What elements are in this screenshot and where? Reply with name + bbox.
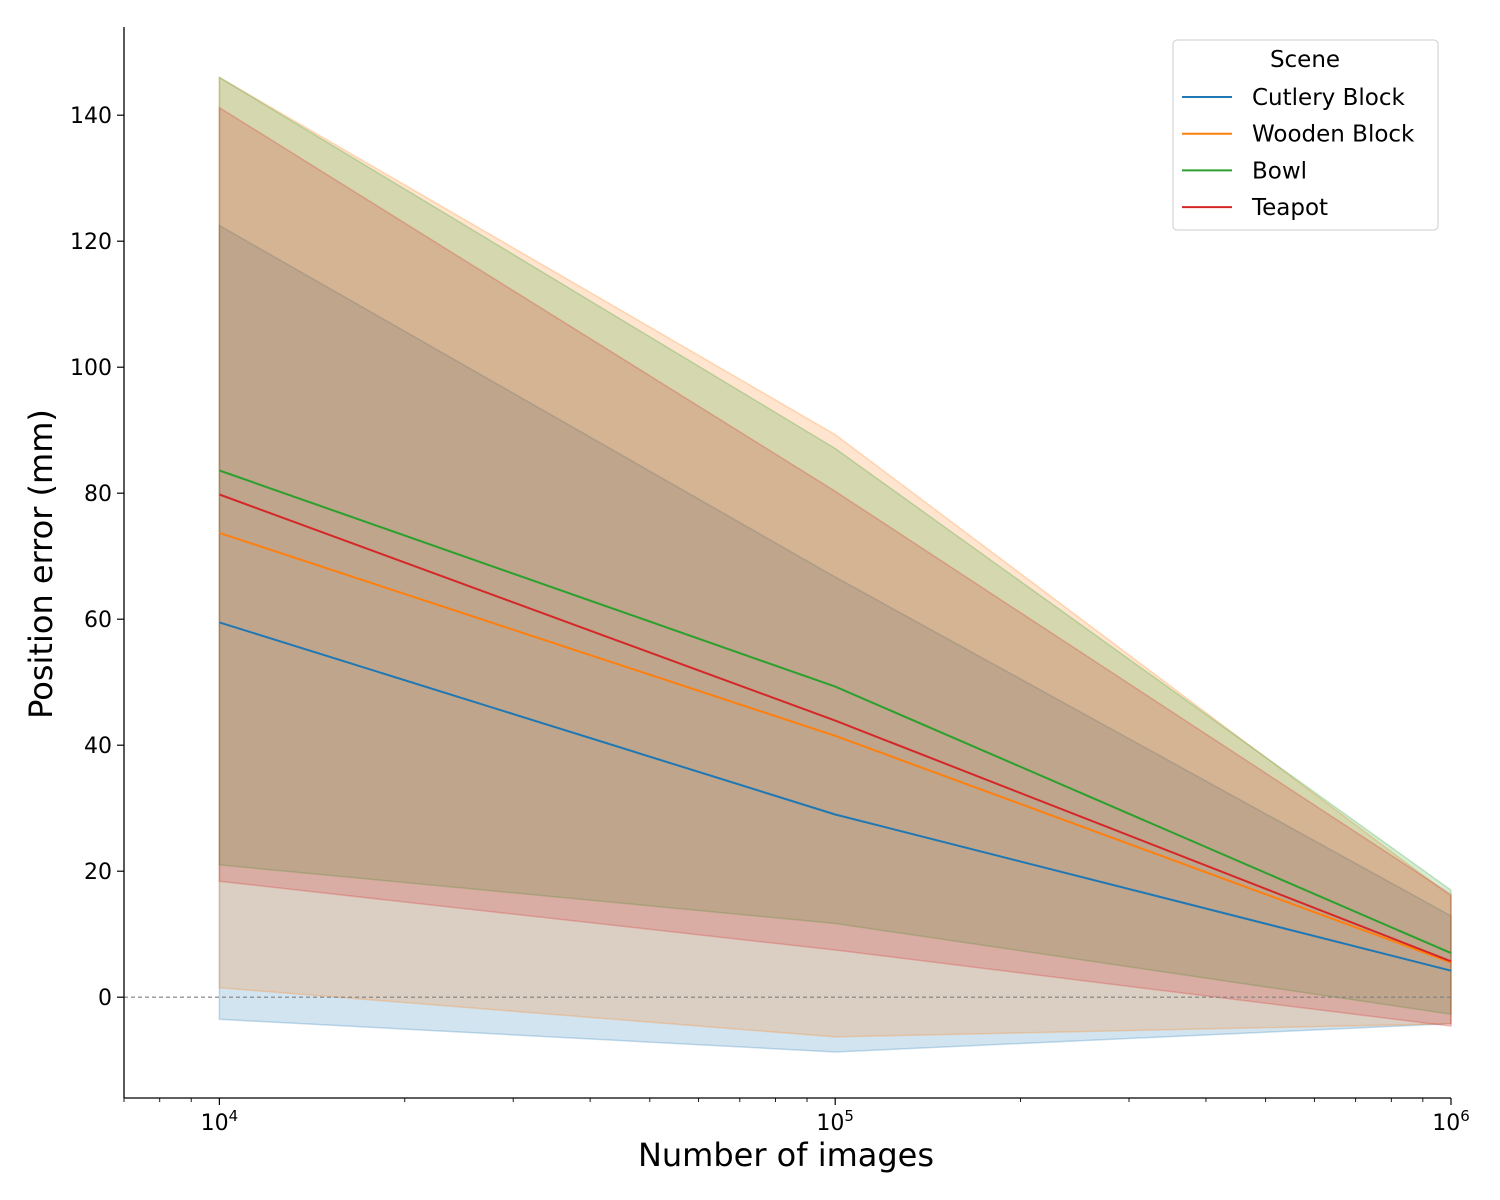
x-tick-label: 106	[1432, 1107, 1470, 1136]
y-tick-label: 40	[84, 734, 112, 759]
band-wooden-block	[218, 76, 1452, 1038]
band-bowl	[218, 76, 1452, 1016]
legend: Scene Cutlery Block Wooden Block Bowl Teapo…	[1172, 39, 1439, 231]
y-tick-label: 20	[84, 860, 112, 885]
legend-title: Scene	[1270, 47, 1340, 73]
series-line-bowl	[219, 469, 1452, 955]
axes	[123, 27, 1451, 1099]
x-axis-title: Number of images	[638, 1136, 934, 1174]
y-tick-label: 140	[70, 104, 112, 129]
series-lines	[219, 469, 1452, 972]
legend-label-wooden-block: Wooden Block	[1252, 122, 1415, 148]
ticks: 0 20 40 60 80 100 120 140 104 105 106	[70, 104, 1470, 1136]
y-tick-label: 120	[70, 230, 112, 255]
legend-label-bowl: Bowl	[1252, 158, 1307, 184]
legend-label-cutlery-block: Cutlery Block	[1252, 85, 1405, 111]
y-axis-title: Position error (mm)	[22, 409, 60, 719]
series-line-wooden-block	[219, 531, 1452, 964]
legend-frame	[1172, 39, 1439, 231]
band-cutlery-block	[218, 224, 1452, 1053]
band-teapot	[218, 106, 1452, 1028]
series-line-teapot	[219, 493, 1452, 963]
confidence-bands	[218, 76, 1452, 1053]
x-tick-label: 104	[201, 1107, 239, 1136]
y-tick-label: 80	[84, 482, 112, 507]
y-tick-label: 100	[70, 356, 112, 381]
y-tick-label: 0	[98, 986, 112, 1011]
y-tick-label: 60	[84, 608, 112, 633]
legend-label-teapot: Teapot	[1251, 195, 1328, 221]
series-line-cutlery-block	[219, 621, 1452, 972]
x-tick-label: 105	[816, 1107, 854, 1136]
